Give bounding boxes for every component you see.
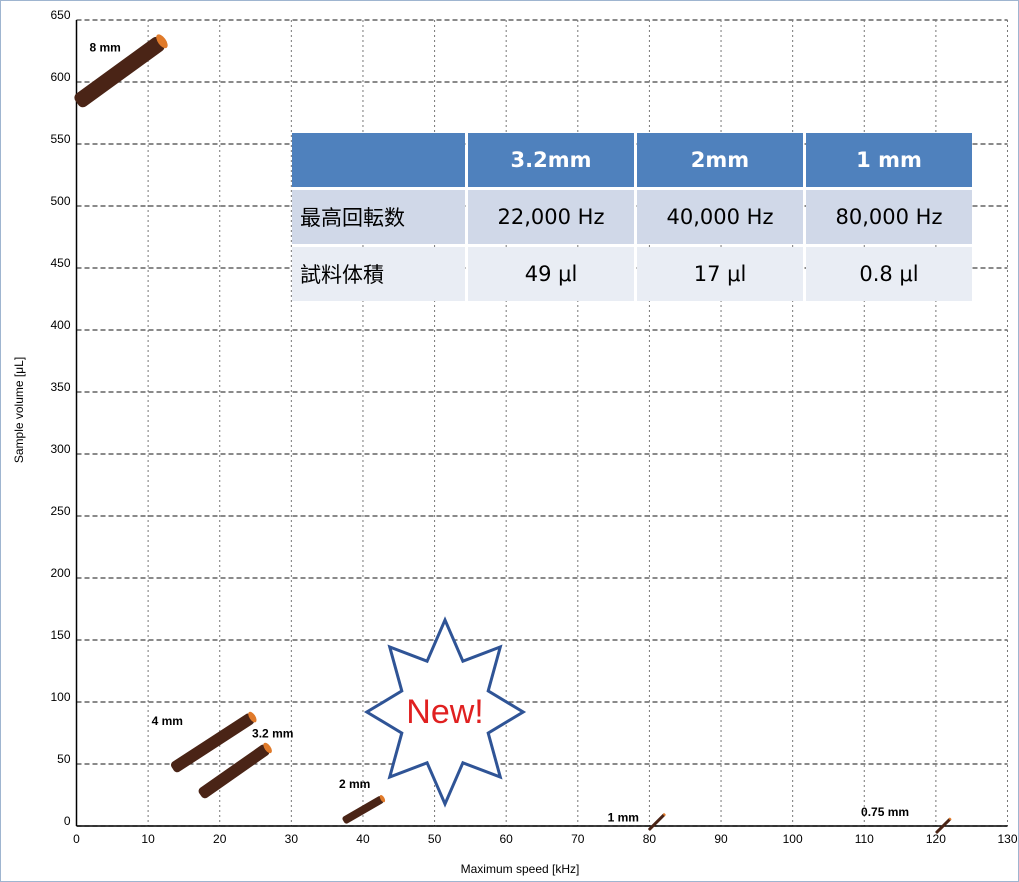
y-tick-label: 350 <box>50 380 70 394</box>
x-tick-label: 70 <box>571 832 585 846</box>
x-tick-label: 50 <box>428 832 442 846</box>
y-tick-label: 0 <box>64 814 71 828</box>
rotor-body <box>935 818 951 834</box>
rotor-label: 3.2 mm <box>252 727 293 741</box>
table-row: 最高回転数 22,000 Hz 40,000 Hz 80,000 Hz <box>292 190 972 244</box>
rotor-body <box>648 813 666 831</box>
x-tick-label: 120 <box>926 832 946 846</box>
x-tick-label: 40 <box>356 832 370 846</box>
x-tick-label: 80 <box>643 832 657 846</box>
rotor-end <box>948 817 952 821</box>
table-cell: 40,000 Hz <box>637 190 803 244</box>
y-tick-label: 200 <box>50 566 70 580</box>
y-tick-label: 50 <box>57 752 71 766</box>
x-tick-label: 100 <box>783 832 803 846</box>
y-tick-label: 300 <box>50 442 70 456</box>
rotor <box>170 711 257 773</box>
y-tick-label: 150 <box>50 628 70 642</box>
table-cell: 22,000 Hz <box>468 190 634 244</box>
y-tick-label: 650 <box>50 8 70 22</box>
spec-table: 3.2mm 2mm 1 mm 最高回転数 22,000 Hz 40,000 Hz 80,0… <box>289 130 975 304</box>
rotor-body <box>74 36 165 108</box>
x-tick-label: 30 <box>285 832 299 846</box>
rotor-body <box>342 796 384 824</box>
y-tick-label: 500 <box>50 194 70 208</box>
x-tick-label: 0 <box>73 832 80 846</box>
x-axis-label: Maximum speed [kHz] <box>461 862 580 876</box>
row-header: 試料体積 <box>292 247 465 301</box>
badge-text: New! <box>406 693 483 731</box>
y-tick-label: 400 <box>50 318 70 332</box>
rotor-body <box>170 713 255 773</box>
rotor-label: 8 mm <box>89 40 120 54</box>
badge-star <box>363 616 527 808</box>
rotor-end <box>663 813 666 816</box>
table-cell: 80,000 Hz <box>806 190 972 244</box>
rotor <box>198 742 272 799</box>
y-tick-label: 250 <box>50 504 70 518</box>
rotor <box>342 795 386 824</box>
row-header: 最高回転数 <box>292 190 465 244</box>
x-tick-label: 10 <box>141 832 155 846</box>
x-tick-label: 130 <box>997 832 1017 846</box>
rotor-end <box>263 742 272 754</box>
rotor-end <box>248 711 257 723</box>
rotor-label: 0.75 mm <box>861 805 909 819</box>
rotor-end <box>156 34 168 49</box>
column-header: 1 mm <box>806 133 972 187</box>
x-tick-label: 90 <box>714 832 728 846</box>
table-row: 試料体積 49 μl 17 μl 0.8 μl <box>292 247 972 301</box>
y-tick-label: 600 <box>50 70 70 84</box>
column-header: 2mm <box>637 133 803 187</box>
y-tick-label: 550 <box>50 132 70 146</box>
x-tick-label: 110 <box>855 832 874 846</box>
table-cell: 49 μl <box>468 247 634 301</box>
rotor <box>935 817 952 834</box>
x-tick-label: 20 <box>213 832 227 846</box>
rotor-label: 2 mm <box>339 777 370 791</box>
column-header: 3.2mm <box>468 133 634 187</box>
rotor-end <box>379 795 386 803</box>
rotor <box>74 34 168 108</box>
y-tick-label: 100 <box>50 690 70 704</box>
table-cell: 17 μl <box>637 247 803 301</box>
rotor-label: 4 mm <box>152 714 183 728</box>
corner <box>292 133 465 187</box>
table-cell: 0.8 μl <box>806 247 972 301</box>
x-tick-label: 60 <box>500 832 514 846</box>
y-axis-label: Sample volume [μL] <box>12 357 26 463</box>
y-tick-label: 450 <box>50 256 70 270</box>
rotor <box>648 813 666 831</box>
rotor-body <box>198 744 270 799</box>
rotor-label: 1 mm <box>608 810 639 824</box>
